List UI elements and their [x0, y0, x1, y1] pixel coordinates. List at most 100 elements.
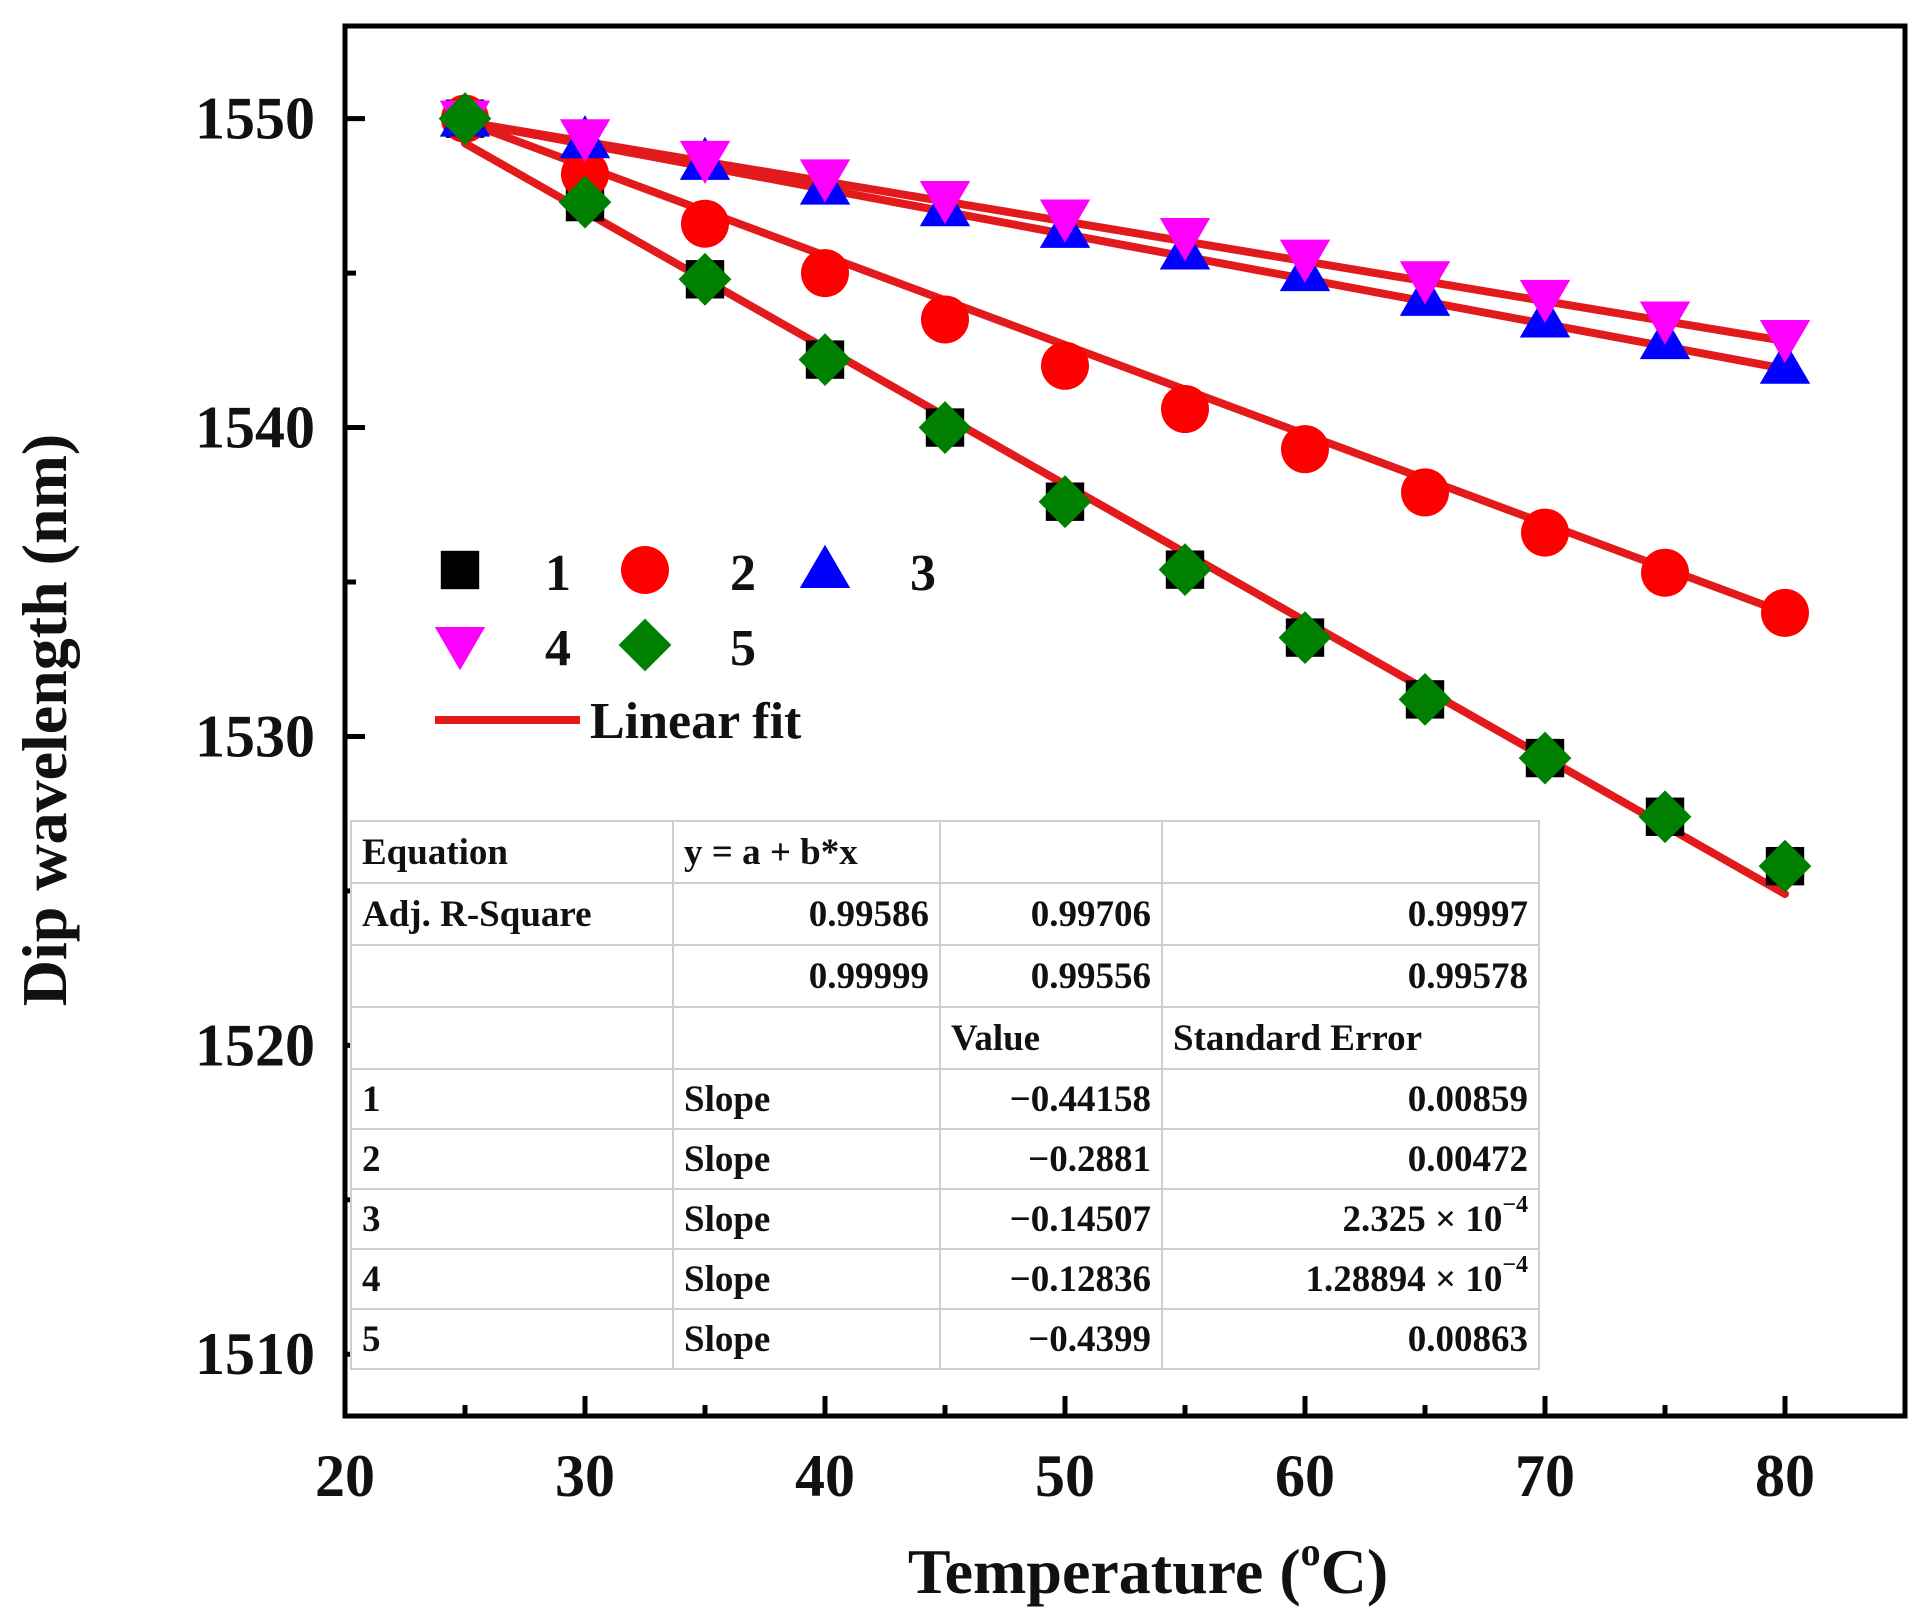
legend-fit-label: Linear fit: [590, 693, 802, 750]
row-id: 3: [350, 1188, 674, 1250]
data-point-series-5: [1758, 839, 1812, 893]
header-standard-error: Standard Error: [1161, 1006, 1540, 1070]
data-point-series-4: [1399, 261, 1451, 305]
row-standard-error: 2.325 × 10−4: [1161, 1188, 1540, 1250]
se-mantissa: 1.28894: [1305, 1258, 1426, 1300]
se-times: ×: [1434, 1198, 1457, 1240]
data-points: [438, 92, 1812, 893]
table-cell-empty: [350, 944, 674, 1008]
legend: 1 2 3 4 5 Linear fit: [434, 544, 936, 750]
y-tick-label: 1540: [195, 395, 315, 461]
data-point-series-5: [1158, 543, 1212, 597]
row-slope-value: −0.44158: [939, 1068, 1163, 1130]
data-point-series-2: [921, 295, 969, 344]
plot-frame: [342, 23, 1908, 1419]
se-mantissa: 0.00859: [1407, 1078, 1528, 1120]
legend-label-4: 4: [545, 620, 571, 677]
x-tick-label: 30: [555, 1443, 615, 1509]
table-cell-empty: [350, 1006, 674, 1070]
y-tick-label: 1550: [195, 86, 315, 152]
data-point-series-5: [798, 333, 852, 386]
legend-label-5: 5: [730, 620, 756, 677]
row-param: Slope: [672, 1188, 941, 1250]
legend-label-3: 3: [910, 545, 936, 602]
data-point-series-5: [1398, 672, 1452, 726]
row-param: Slope: [672, 1128, 941, 1190]
x-tick-label: 70: [1515, 1443, 1575, 1509]
table-row: 1 Slope −0.44158 0.00859: [350, 1068, 1540, 1130]
adj-r-value: 0.99578: [1161, 944, 1540, 1008]
row-id: 2: [350, 1128, 674, 1190]
data-point-series-4: [679, 140, 731, 185]
fit-4-line: [461, 117, 1789, 346]
table-row-header: Value Standard Error: [350, 1006, 1540, 1070]
adj-r-value: 0.99556: [939, 944, 1163, 1008]
data-point-series-5: [1638, 790, 1692, 844]
data-point-series-2: [681, 199, 729, 248]
table-cell-empty: [1161, 820, 1540, 884]
se-times: ×: [1434, 1258, 1457, 1300]
legend-marker-5: [618, 618, 672, 672]
adj-r-label: Adj. R-Square: [350, 882, 674, 946]
legend-marker-4: [434, 627, 486, 671]
data-point-series-4: [1519, 279, 1571, 324]
data-point-series-4: [1639, 301, 1691, 345]
row-standard-error: 0.00859: [1161, 1068, 1540, 1130]
data-point-series-4: [1039, 199, 1091, 243]
equation-value: y = a + b*x: [672, 820, 941, 884]
x-axis-title: Temperature (oC): [908, 1529, 1388, 1607]
row-slope-value: −0.2881: [939, 1128, 1163, 1190]
table-row-equation: Equation y = a + b*x: [350, 820, 1540, 884]
row-id: 4: [350, 1248, 674, 1310]
se-exponent: −4: [1502, 1251, 1528, 1278]
data-point-series-4: [799, 159, 851, 203]
data-point-series-5: [918, 401, 972, 454]
data-point-series-2: [1761, 588, 1809, 637]
legend-marker-1: [440, 550, 480, 590]
row-slope-value: −0.12836: [939, 1248, 1163, 1310]
row-id: 5: [350, 1308, 674, 1370]
fit-lines: [461, 117, 1789, 898]
table-cell-empty: [672, 1006, 941, 1070]
y-axis-title: Dip wavelength (nm): [9, 434, 80, 1006]
y-tick-label: 1520: [195, 1012, 315, 1078]
table-row: 3 Slope −0.14507 2.325 × 10−4: [350, 1188, 1540, 1250]
adj-r-value: 0.99999: [672, 944, 941, 1008]
legend-label-1: 1: [545, 545, 571, 602]
y-tick-label: 1530: [195, 703, 315, 769]
fit-results-table: Equation y = a + b*x Adj. R-Square 0.995…: [350, 820, 1540, 1370]
data-point-series-2: [561, 150, 609, 199]
x-tick-label: 50: [1035, 1443, 1095, 1509]
adj-r-value: 0.99706: [939, 882, 1163, 946]
row-standard-error: 1.28894 × 10−4: [1161, 1248, 1540, 1310]
table-row: 4 Slope −0.12836 1.28894 × 10−4: [350, 1248, 1540, 1310]
data-point-series-2: [1161, 385, 1209, 434]
x-tick-label: 20: [315, 1443, 375, 1509]
data-point-series-5: [438, 92, 492, 146]
legend-marker-3: [799, 544, 851, 588]
adj-r-value: 0.99997: [1161, 882, 1540, 946]
data-point-series-2: [1641, 548, 1689, 597]
x-tick-label: 60: [1275, 1443, 1335, 1509]
table-row-adj-r-2: 0.99999 0.99556 0.99578: [350, 944, 1540, 1008]
data-point-series-5: [558, 175, 612, 229]
row-param: Slope: [672, 1068, 941, 1130]
x-axis-title-prefix: Temperature (: [908, 1536, 1301, 1607]
row-param: Slope: [672, 1308, 941, 1370]
equation-label: Equation: [350, 820, 674, 884]
se-mantissa: 2.325: [1342, 1198, 1426, 1240]
legend-markers: [434, 544, 851, 672]
data-point-series-5: [1278, 611, 1332, 664]
row-standard-error: 0.00472: [1161, 1128, 1540, 1190]
y-tick-label: 1510: [195, 1321, 315, 1387]
data-point-series-4: [1759, 319, 1811, 364]
data-point-series-5: [678, 252, 732, 306]
table-row: 5 Slope −0.4399 0.00863: [350, 1308, 1540, 1370]
data-point-series-4: [919, 180, 971, 225]
data-point-series-2: [1401, 468, 1449, 517]
se-base: 10: [1465, 1198, 1503, 1240]
row-slope-value: −0.14507: [939, 1188, 1163, 1250]
row-slope-value: −0.4399: [939, 1308, 1163, 1370]
data-point-series-2: [1281, 425, 1329, 474]
